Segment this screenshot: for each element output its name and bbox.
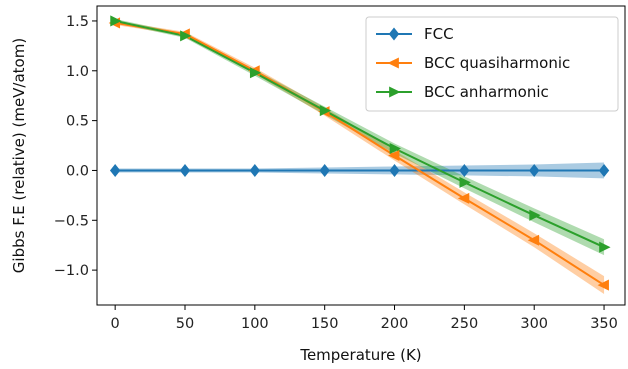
point-series-2-4 [389, 142, 402, 155]
series-lines [114, 19, 605, 286]
x-tick-label-2: 100 [241, 316, 269, 332]
legend-label-2: BCC anharmonic [424, 83, 549, 101]
point-series-2-0 [110, 15, 122, 27]
x-axis-label: Temperature (K) [299, 346, 421, 364]
point-series-1-5 [457, 192, 470, 204]
x-tick-label-7: 350 [590, 316, 618, 332]
x-tick-label-6: 300 [520, 316, 548, 332]
series-markers [108, 15, 611, 291]
point-series-0-4 [389, 163, 400, 177]
legend-box [365, 16, 619, 112]
point-series-2-1 [180, 30, 192, 42]
y-tick-label-0: −1.0 [54, 263, 89, 279]
legend: FCC BCC quasiharmonic BCC anharmonic [365, 16, 619, 112]
line-series-2 [114, 19, 605, 249]
point-series-2-3 [319, 105, 332, 117]
point-series-0-3 [319, 163, 330, 177]
y-tick-label-2: 0.0 [66, 163, 89, 179]
x-tick-label-3: 150 [311, 316, 339, 332]
x-tick-label-0: 0 [111, 316, 120, 332]
y-axis-label: Gibbs F.E (relative) (meV/atom) [10, 38, 28, 273]
legend-marker-2 [389, 86, 401, 98]
point-series-0-1 [179, 163, 191, 177]
legend-entry-1: BCC quasiharmonic [376, 54, 570, 72]
x-tick-label-5: 250 [451, 316, 479, 332]
point-series-2-6 [529, 209, 541, 221]
x-tick-label-4: 200 [381, 316, 409, 332]
line-series-1 [115, 21, 605, 286]
y-axis-ticks: −1.0 −0.5 0.0 0.5 1.0 1.5 [54, 14, 97, 279]
y-tick-label-4: 1.0 [66, 64, 89, 80]
legend-label-1: BCC quasiharmonic [424, 54, 570, 72]
point-series-0-6 [529, 163, 540, 177]
band-series-2 [115, 18, 605, 256]
x-axis-ticks: 0 50 100 150 200 250 300 350 [111, 305, 618, 332]
point-series-2-2 [249, 67, 262, 79]
legend-marker-0 [388, 27, 400, 41]
point-series-2-7 [599, 241, 611, 253]
legend-entry-0: FCC [376, 25, 454, 43]
legend-entry-2: BCC anharmonic [376, 83, 549, 101]
y-tick-label-3: 0.5 [66, 114, 89, 130]
point-series-0-0 [109, 163, 121, 177]
x-tick-label-1: 50 [176, 316, 194, 332]
point-series-0-7 [598, 163, 610, 177]
point-series-2-5 [459, 176, 471, 188]
y-tick-label-1: −0.5 [54, 213, 89, 229]
point-series-1-6 [527, 234, 540, 246]
point-series-1-7 [597, 279, 609, 291]
y-tick-label-5: 1.5 [66, 14, 89, 30]
point-series-1-4 [388, 149, 400, 162]
legend-marker-1 [387, 57, 399, 69]
point-series-0-5 [459, 163, 470, 177]
legend-label-0: FCC [424, 25, 454, 43]
point-series-0-2 [249, 163, 261, 177]
plot-frame [96, 5, 626, 306]
